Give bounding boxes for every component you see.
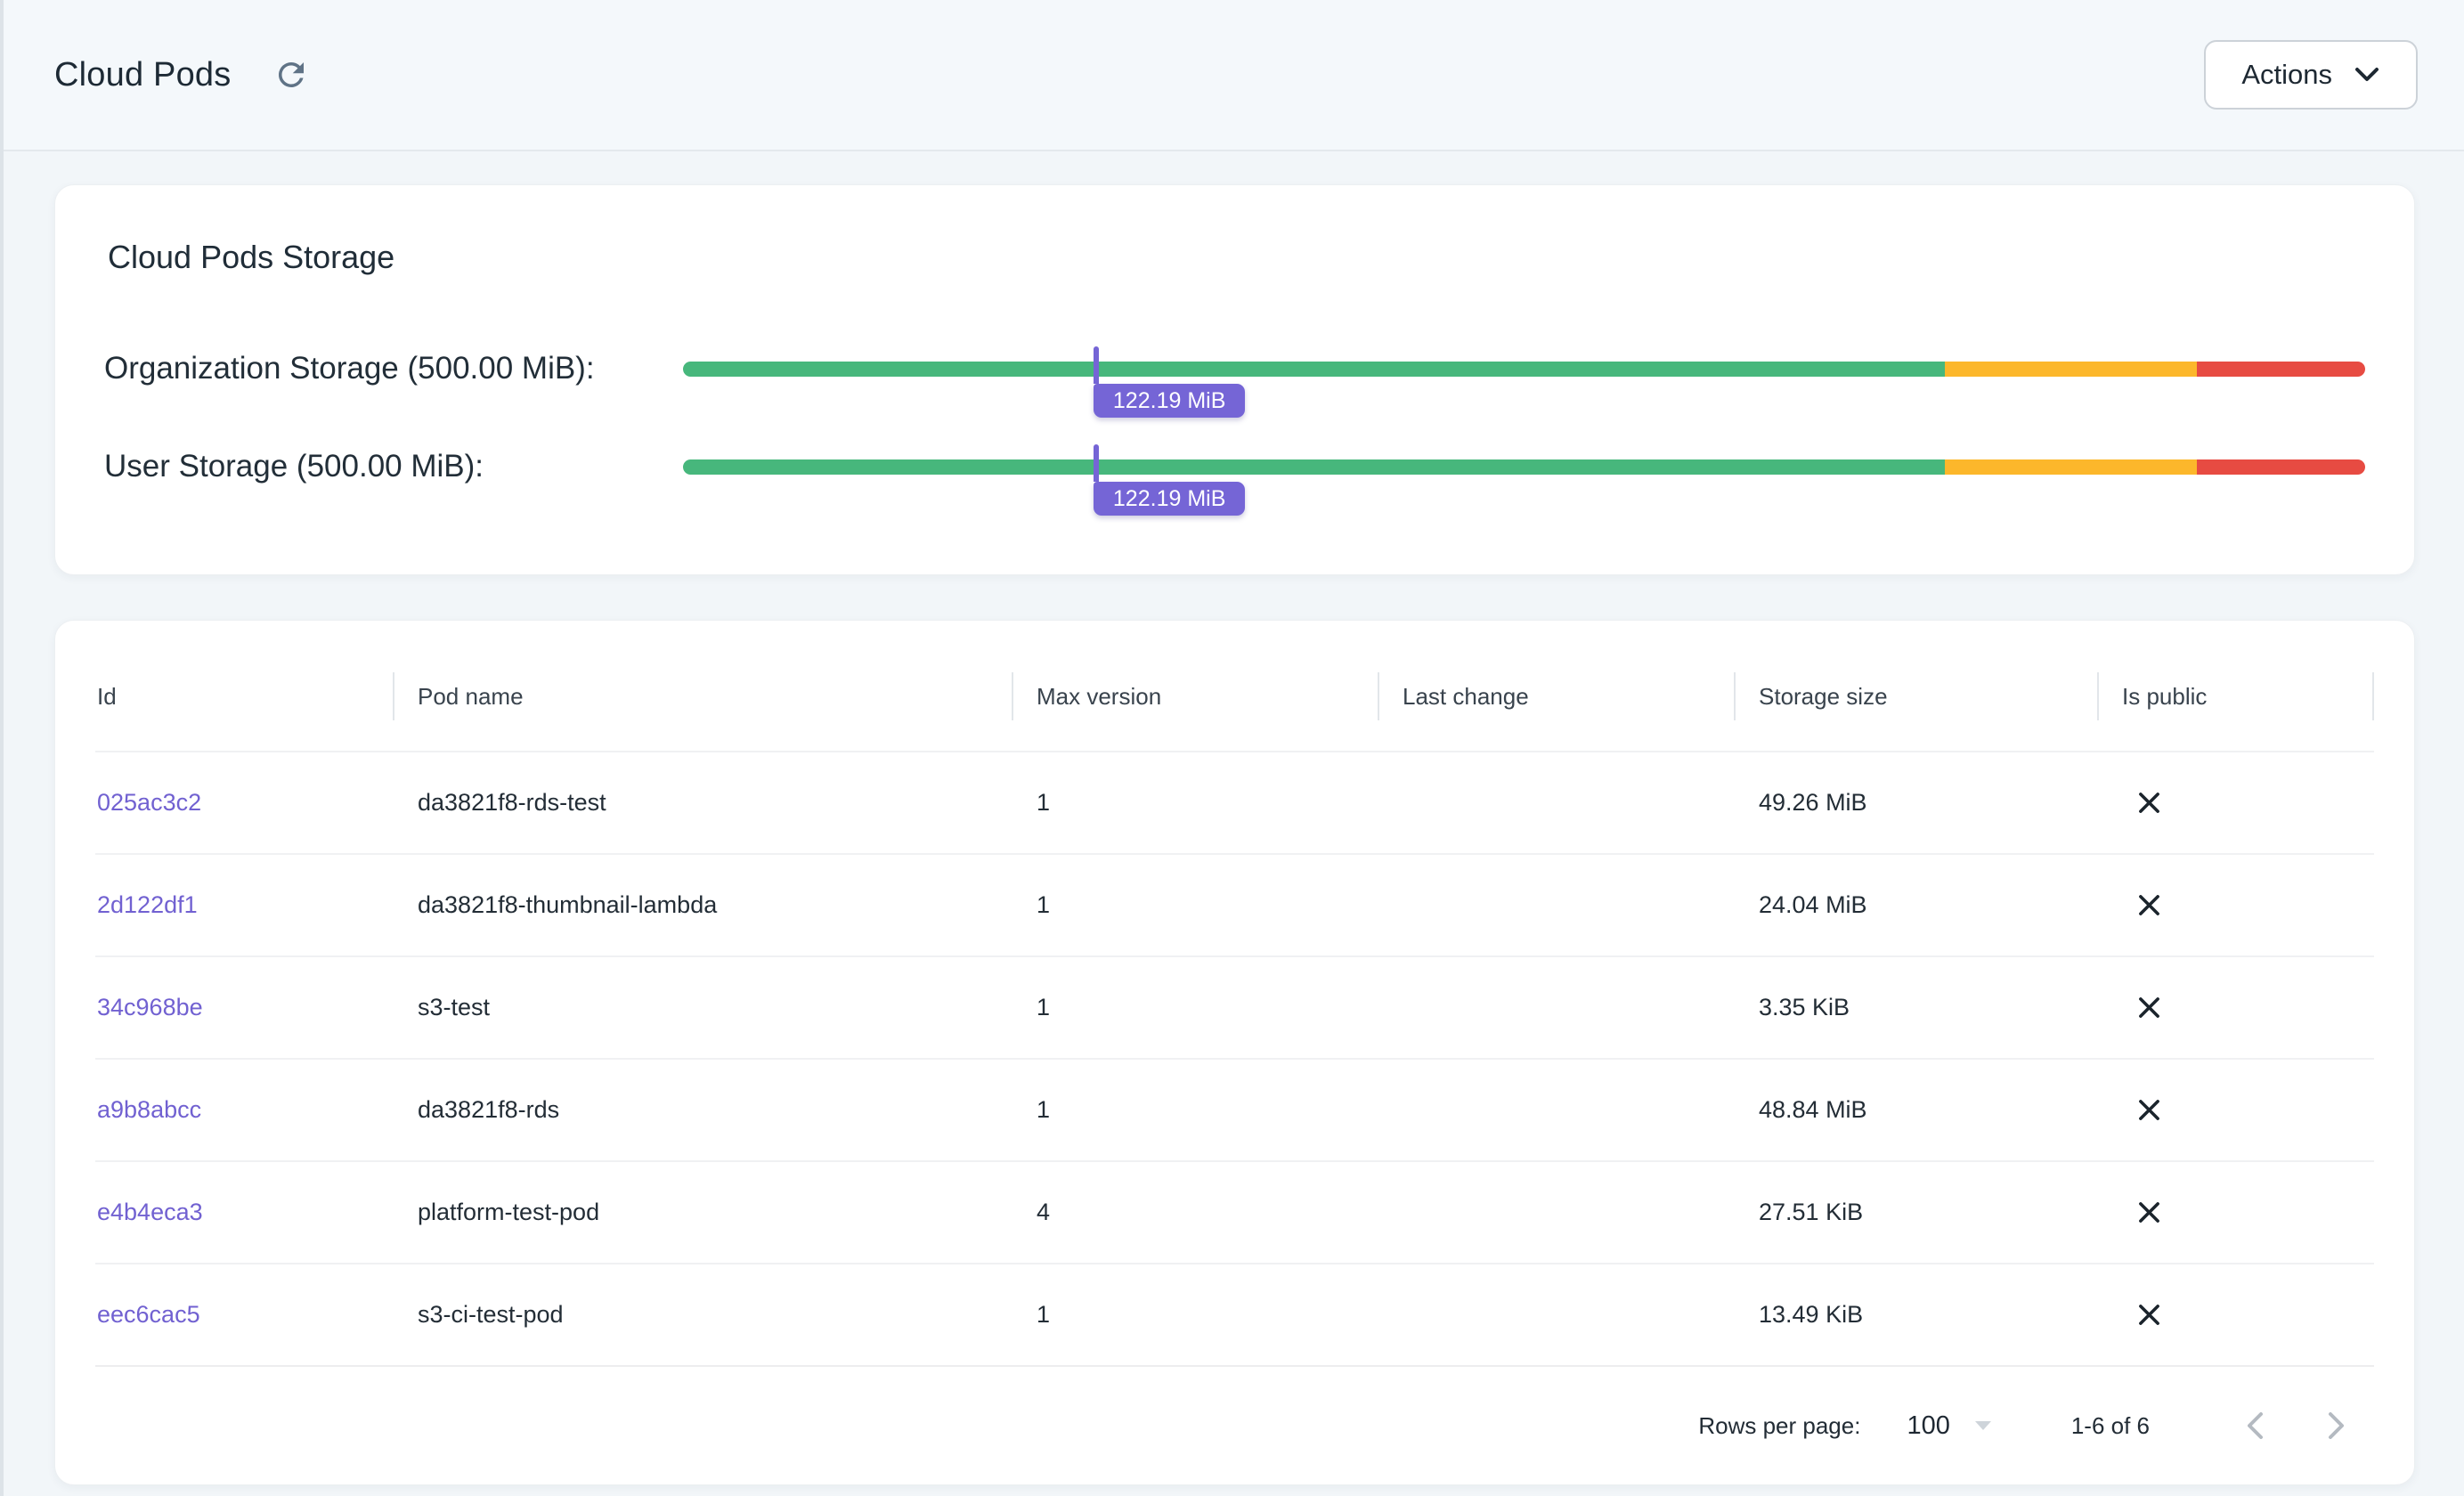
table-row: a9b8abcc da3821f8-rds 1 48.84 MiB <box>95 1058 2374 1160</box>
pod-id-link[interactable]: 34c968be <box>97 994 203 1020</box>
table-row: 2d122df1 da3821f8-thumbnail-lambda 1 24.… <box>95 853 2374 955</box>
table-header-row: Id Pod name Max version Last change Stor… <box>95 621 2374 751</box>
is-public-cell <box>2097 1095 2374 1125</box>
table-row: 025ac3c2 da3821f8-rds-test 1 49.26 MiB <box>95 751 2374 853</box>
column-header-is-public[interactable]: Is public <box>2097 671 2374 721</box>
max-version-cell: 1 <box>1037 1301 1051 1328</box>
refresh-button[interactable] <box>270 53 313 96</box>
table-row: e4b4eca3 platform-test-pod 4 27.51 KiB <box>95 1160 2374 1263</box>
not-public-icon <box>2135 1095 2164 1125</box>
storage-size-cell: 13.49 KiB <box>1759 1301 1864 1328</box>
meter-marker <box>1093 443 1099 482</box>
table-row: eec6cac5 s3-ci-test-pod 1 13.49 KiB <box>95 1263 2374 1365</box>
user-storage-bar: 122.19 MiB <box>683 443 2365 516</box>
chevron-right-icon <box>2324 1410 2349 1442</box>
pod-id-link[interactable]: e4b4eca3 <box>97 1199 203 1225</box>
meter-green-segment <box>683 361 1945 377</box>
column-header-storage-size[interactable]: Storage size <box>1734 671 2097 721</box>
column-header-max-version[interactable]: Max version <box>1012 671 1378 721</box>
refresh-icon <box>272 56 310 94</box>
pod-id-link[interactable]: a9b8abcc <box>97 1096 202 1123</box>
column-header-last-change[interactable]: Last change <box>1378 671 1734 721</box>
max-version-cell: 4 <box>1037 1199 1051 1225</box>
pod-id-link[interactable]: 2d122df1 <box>97 891 198 918</box>
not-public-icon <box>2135 1198 2164 1227</box>
pods-table-card: Id Pod name Max version Last change Stor… <box>54 620 2415 1485</box>
is-public-cell <box>2097 890 2374 920</box>
is-public-cell <box>2097 1300 2374 1329</box>
is-public-cell <box>2097 1198 2374 1227</box>
column-header-pod-name[interactable]: Pod name <box>393 671 1012 721</box>
table-body: 025ac3c2 da3821f8-rds-test 1 49.26 MiB 2… <box>95 751 2374 1365</box>
user-storage-meter: User Storage (500.00 MiB): 122.19 MiB <box>104 443 2365 516</box>
storage-size-cell: 48.84 MiB <box>1759 1096 1867 1123</box>
page-title: Cloud Pods <box>54 55 232 94</box>
meter-tooltip: 122.19 MiB <box>1093 481 1246 516</box>
meter-tooltip: 122.19 MiB <box>1093 383 1246 418</box>
storage-size-cell: 24.04 MiB <box>1759 891 1867 918</box>
chevron-left-icon <box>2242 1410 2267 1442</box>
not-public-icon <box>2135 788 2164 817</box>
pod-name-cell: da3821f8-thumbnail-lambda <box>418 891 718 918</box>
pod-name-cell: platform-test-pod <box>418 1199 600 1225</box>
organization-storage-meter: Organization Storage (500.00 MiB): 122.1… <box>104 346 2365 418</box>
pod-name-cell: da3821f8-rds <box>418 1096 560 1123</box>
is-public-cell <box>2097 993 2374 1022</box>
meter-yellow-segment <box>1944 459 2198 475</box>
storage-card-title: Cloud Pods Storage <box>108 239 395 275</box>
rows-per-page-value: 100 <box>1907 1411 1950 1440</box>
previous-page-button[interactable] <box>2226 1397 2283 1454</box>
pod-id-link[interactable]: eec6cac5 <box>97 1301 200 1328</box>
user-storage-label: User Storage (500.00 MiB): <box>104 449 484 484</box>
not-public-icon <box>2135 1300 2164 1329</box>
max-version-cell: 1 <box>1037 1096 1051 1123</box>
not-public-icon <box>2135 890 2164 920</box>
max-version-cell: 1 <box>1037 891 1051 918</box>
actions-button[interactable]: Actions <box>2204 40 2418 110</box>
storage-card: Cloud Pods Storage Organization Storage … <box>54 184 2415 575</box>
pod-id-link[interactable]: 025ac3c2 <box>97 789 202 816</box>
organization-storage-label: Organization Storage (500.00 MiB): <box>104 351 595 386</box>
table-pagination: Rows per page: 100 1-6 of 6 <box>95 1365 2374 1484</box>
pod-name-cell: s3-test <box>418 994 491 1020</box>
chevron-down-icon <box>2354 66 2380 84</box>
max-version-cell: 1 <box>1037 994 1051 1020</box>
storage-size-cell: 27.51 KiB <box>1759 1199 1864 1225</box>
table-row: 34c968be s3-test 1 3.35 KiB <box>95 955 2374 1058</box>
organization-storage-bar: 122.19 MiB <box>683 346 2365 418</box>
actions-button-label: Actions <box>2241 59 2332 90</box>
pagination-range-label: 1-6 of 6 <box>2070 1411 2150 1439</box>
max-version-cell: 1 <box>1037 789 1051 816</box>
storage-size-cell: 3.35 KiB <box>1759 994 1850 1020</box>
is-public-cell <box>2097 788 2374 817</box>
next-page-button[interactable] <box>2308 1397 2365 1454</box>
meter-yellow-segment <box>1944 361 2198 377</box>
pod-name-cell: da3821f8-rds-test <box>418 789 606 816</box>
rows-per-page-select[interactable]: 100 <box>1907 1411 1992 1441</box>
column-header-id[interactable]: Id <box>97 682 117 710</box>
topbar: Cloud Pods Actions <box>4 0 2464 151</box>
pod-name-cell: s3-ci-test-pod <box>418 1301 564 1328</box>
meter-marker <box>1093 346 1099 384</box>
rows-per-page-label: Rows per page: <box>1698 1411 1861 1439</box>
not-public-icon <box>2135 993 2164 1022</box>
meter-red-segment <box>2197 459 2365 475</box>
meter-green-segment <box>683 459 1945 475</box>
meter-red-segment <box>2197 361 2365 377</box>
storage-size-cell: 49.26 MiB <box>1759 789 1867 816</box>
select-arrow-icon <box>1973 1419 1993 1432</box>
